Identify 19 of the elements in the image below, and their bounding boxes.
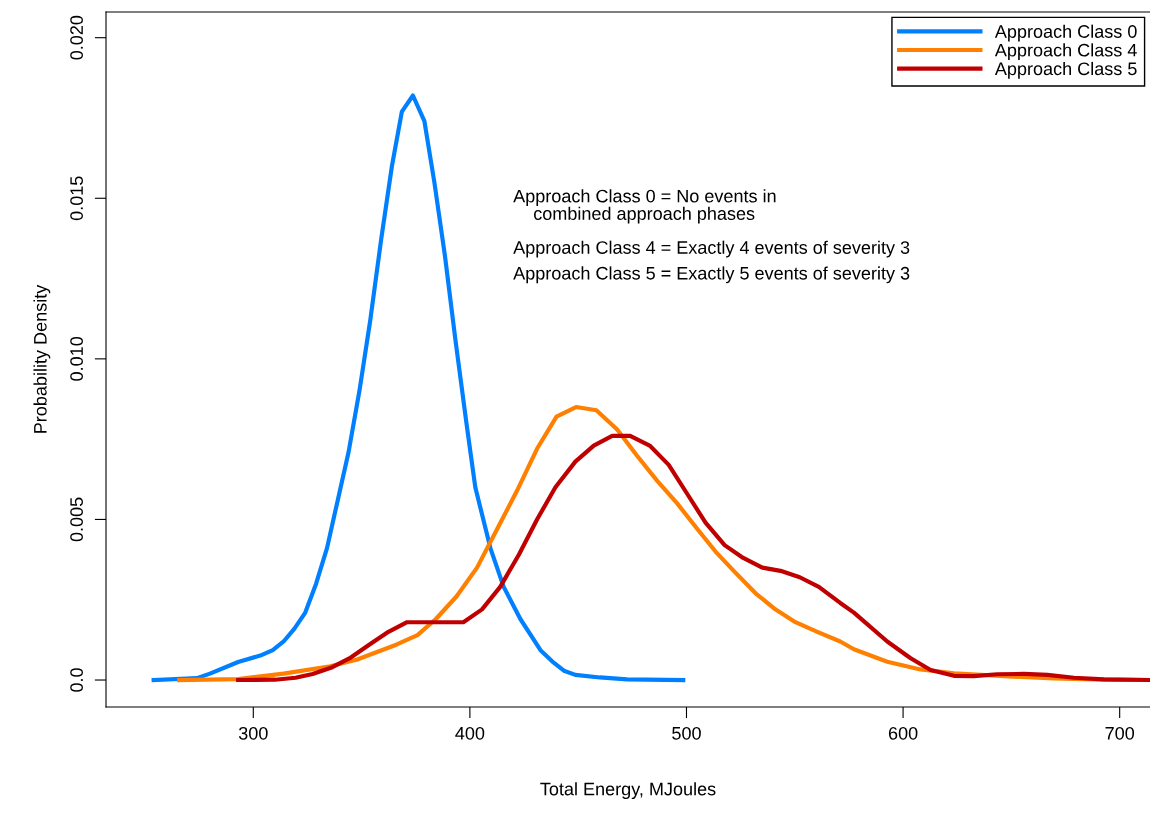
x-tick-label: 400 bbox=[455, 726, 485, 740]
x-tick-label: 300 bbox=[238, 726, 268, 740]
y-tick-label: 0.0 bbox=[70, 668, 83, 692]
legend-label: Approach Class 5 bbox=[994, 61, 1137, 79]
y-tick-label: 0.005 bbox=[70, 497, 83, 542]
legend-label: Approach Class 0 bbox=[994, 24, 1137, 42]
x-tick-label: 600 bbox=[888, 726, 918, 740]
x-tick-label: 500 bbox=[672, 726, 701, 740]
annotation: Approach Class 0 = No events in combined approach phases bbox=[513, 189, 776, 224]
y-tick-label: 0.010 bbox=[70, 336, 83, 381]
legend-label: Approach Class 4 bbox=[994, 43, 1137, 61]
annotation: Approach Class 4 = Exactly 4 events of severity 3 bbox=[513, 240, 910, 258]
y-tick-label: 0.015 bbox=[70, 176, 83, 221]
y-tick-label: 0.020 bbox=[70, 15, 83, 60]
annotation: Approach Class 5 = Exactly 5 events of severity 3 bbox=[513, 266, 910, 284]
x-tick-label: 700 bbox=[1105, 726, 1135, 740]
y-axis-title: Probability Density bbox=[33, 284, 51, 433]
line-series bbox=[236, 433, 1150, 683]
x-axis-title: Total Energy, MJoules bbox=[540, 782, 716, 799]
